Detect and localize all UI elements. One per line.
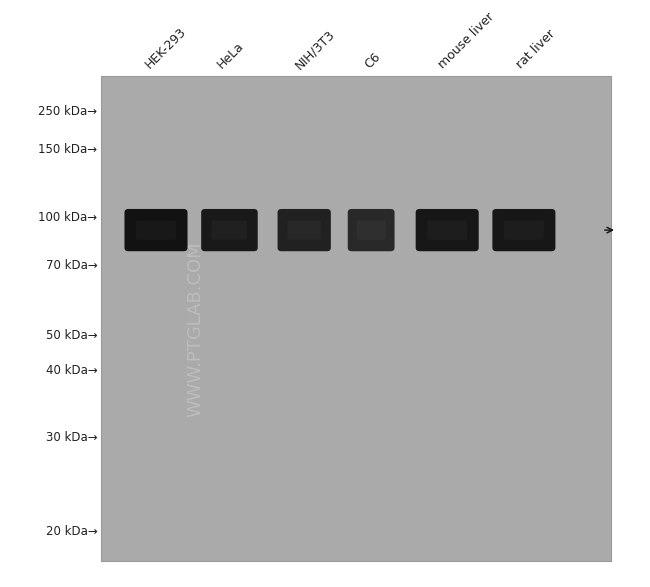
Text: mouse liver: mouse liver <box>436 11 497 72</box>
Text: HeLa: HeLa <box>214 40 246 72</box>
FancyBboxPatch shape <box>212 220 247 239</box>
FancyBboxPatch shape <box>504 220 544 239</box>
FancyBboxPatch shape <box>136 220 176 239</box>
Text: 100 kDa→: 100 kDa→ <box>38 211 98 224</box>
FancyBboxPatch shape <box>124 209 187 251</box>
Text: 70 kDa→: 70 kDa→ <box>46 259 98 272</box>
FancyBboxPatch shape <box>348 209 395 251</box>
Bar <box>101 76 611 561</box>
FancyBboxPatch shape <box>356 220 386 239</box>
Text: HEK-293: HEK-293 <box>143 25 189 72</box>
Text: rat liver: rat liver <box>514 28 557 72</box>
Text: 50 kDa→: 50 kDa→ <box>46 329 98 342</box>
Text: WWW.PTGLAB.COM: WWW.PTGLAB.COM <box>186 241 204 417</box>
Text: 30 kDa→: 30 kDa→ <box>46 431 98 444</box>
Text: NIH/3T3: NIH/3T3 <box>292 27 337 72</box>
FancyBboxPatch shape <box>202 209 257 251</box>
FancyBboxPatch shape <box>427 220 467 239</box>
FancyBboxPatch shape <box>278 209 331 251</box>
Text: C6: C6 <box>362 50 383 72</box>
FancyBboxPatch shape <box>287 220 321 239</box>
Text: 250 kDa→: 250 kDa→ <box>38 105 98 118</box>
FancyBboxPatch shape <box>493 209 556 251</box>
FancyBboxPatch shape <box>416 209 478 251</box>
Text: 150 kDa→: 150 kDa→ <box>38 143 98 156</box>
Text: 40 kDa→: 40 kDa→ <box>46 365 98 377</box>
Text: 20 kDa→: 20 kDa→ <box>46 525 98 538</box>
